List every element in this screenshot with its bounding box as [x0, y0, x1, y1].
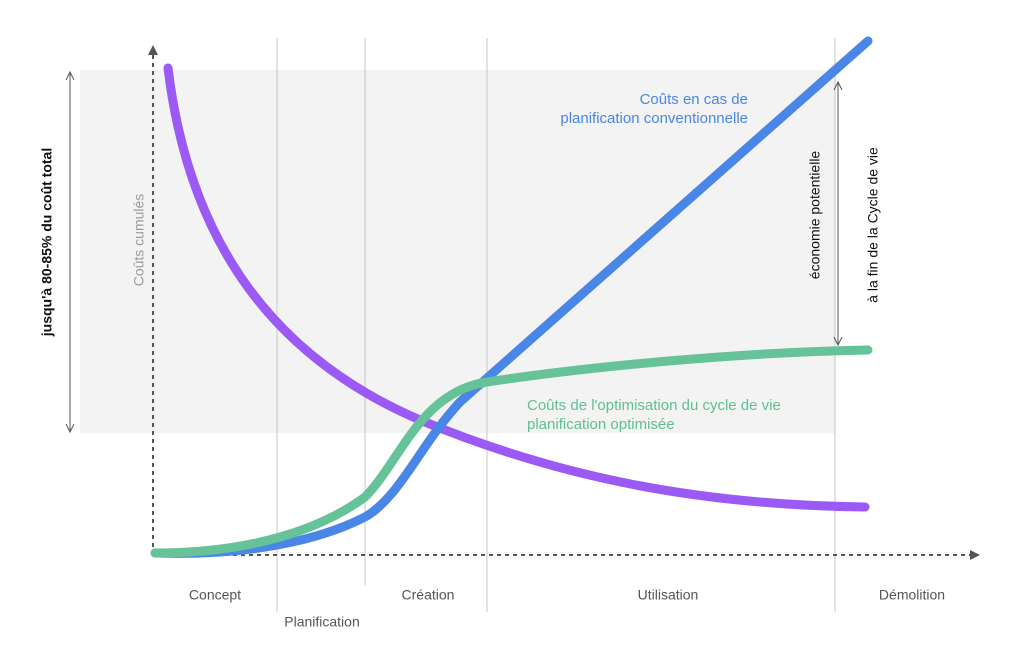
left-bracket-label: jusqu'à 80-85% du coût total [39, 148, 55, 337]
optimized-label: planification optimisée [527, 416, 675, 433]
phase-label: Planification [284, 614, 360, 630]
right-bracket-label: économie potentielle [807, 151, 823, 280]
conventional-label: planification conventionnelle [560, 110, 748, 127]
optimized-curve [150, 345, 873, 558]
phase-label: Démolition [879, 587, 945, 603]
y-axis-label: Coûts cumulés [131, 194, 147, 287]
right-bracket-label: à la fin de la Cycle de vie [865, 147, 881, 303]
phase-label: Utilisation [638, 587, 699, 603]
phase-label: Création [402, 587, 455, 603]
range-band [80, 70, 835, 433]
phase-label: Concept [189, 587, 241, 603]
conventional-label: Coûts en cas de [640, 91, 748, 108]
optimized-label: Coûts de l'optimisation du cycle de vie [527, 397, 781, 414]
